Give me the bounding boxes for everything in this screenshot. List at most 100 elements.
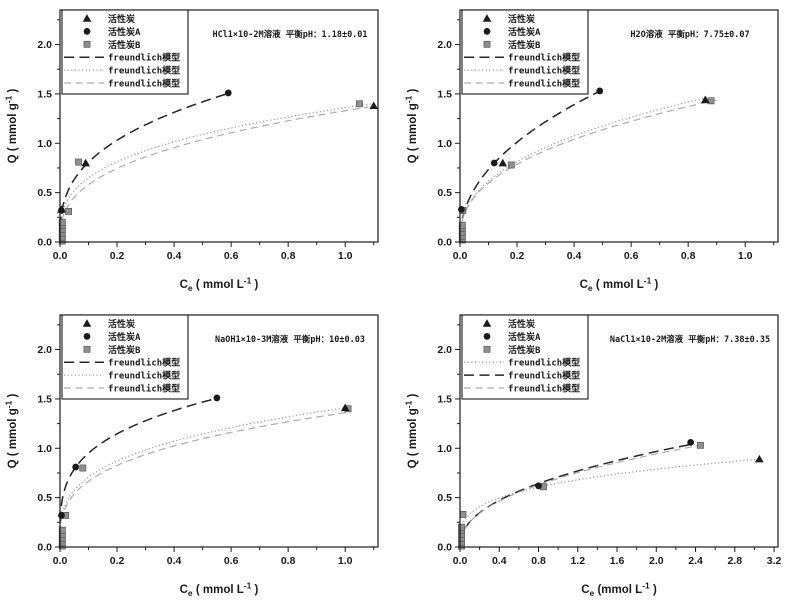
triangle-marker — [82, 14, 92, 22]
legend-box — [61, 314, 189, 400]
circle-marker — [83, 28, 91, 35]
x-tick-label: 0.0 — [453, 555, 468, 567]
triangle-marker — [57, 205, 66, 213]
legend-label: freundlich模型 — [508, 78, 580, 90]
chart-panel-naoh: 0.0 0.2 0.4 0.6 0.8 1.0 0.0 0.5 1.0 1.5 2.0 Ce ( mm… — [0, 305, 400, 610]
chart-panel-hcl: 0.0 0.2 0.4 0.6 0.8 1.0 0.0 0.5 1.0 1.5 2.0 Ce ( mm… — [0, 0, 400, 305]
circle-marker — [58, 512, 65, 519]
y-tick-label: 1.0 — [37, 443, 52, 455]
triangle-marker — [482, 319, 492, 327]
fit-curve-dotted — [59, 406, 352, 531]
y-tick-label: 1.5 — [437, 89, 452, 101]
x-axis-title: Ce ( mmol L-1 ) — [580, 276, 659, 294]
series-square — [58, 405, 352, 550]
plot-box — [459, 9, 779, 243]
plot-box — [59, 9, 379, 243]
legend-label: 活性炭A — [508, 26, 541, 38]
y-tick-label: 0.5 — [37, 492, 52, 504]
square-marker — [697, 441, 704, 449]
y-tick-label: 0.0 — [37, 542, 52, 554]
y-tick-label: 1.5 — [437, 394, 452, 406]
x-tick-label: 3.2 — [767, 555, 782, 567]
legend-label: freundlich模型 — [508, 357, 580, 369]
y-tick-label: 1.5 — [37, 89, 52, 101]
square-marker — [83, 345, 91, 353]
legend: 活性炭活性炭A活性炭Bfreundlich模型freundlich模型freun… — [461, 314, 589, 400]
legend-label: 活性炭A — [108, 331, 141, 343]
legend-box — [61, 9, 189, 95]
triangle-marker — [369, 101, 379, 110]
legend-label: freundlich模型 — [108, 52, 180, 64]
fit-curve-dash-gray — [459, 99, 717, 234]
legend-label: freundlich模型 — [508, 52, 580, 64]
circle-marker — [483, 28, 491, 35]
y-tick-label: 1.0 — [437, 138, 452, 150]
x-tick-label: 0.0 — [53, 555, 68, 567]
circle-marker — [535, 482, 542, 490]
chart-hcl-isotherm: 0.0 0.2 0.4 0.6 0.8 1.0 0.0 0.5 1.0 1.5 2.0 Ce ( mm… — [0, 0, 400, 305]
triangle-marker — [482, 14, 492, 22]
square-marker — [483, 40, 491, 48]
x-tick-label: 1.2 — [570, 555, 585, 567]
x-tick-label: 0.2 — [510, 250, 525, 262]
x-tick-label: 0.8 — [681, 250, 696, 262]
condition-annotation: NaOH1×10-3M溶液 平衡pH：10±0.03 — [215, 334, 365, 345]
triangle-marker — [82, 319, 92, 327]
legend-label: freundlich模型 — [108, 370, 180, 382]
chart-panel-nacl: 0.0 0.4 0.8 1.2 1.6 2.0 2.4 2.8 3.2 0.0 0.5 1.0 1.5 2… — [400, 305, 800, 610]
y-axis-title: Q ( mmol g-1 ) — [4, 394, 20, 469]
legend: 活性炭活性炭A活性炭Bfreundlich模型freundlich模型freun… — [61, 9, 189, 95]
y-tick-label: 0.0 — [437, 237, 452, 249]
legend-label: 活性炭 — [108, 13, 135, 25]
y-tick-label: 1.5 — [37, 394, 52, 406]
legend-label: 活性炭 — [508, 13, 535, 25]
legend-label: freundlich模型 — [108, 383, 180, 395]
square-marker — [458, 221, 466, 229]
x-tick-label: 0.6 — [224, 555, 239, 567]
x-tick-label: 0.4 — [567, 250, 582, 262]
y-tick-label: 0.0 — [437, 542, 452, 554]
y-tick-label: 1.0 — [437, 443, 452, 455]
circle-marker — [483, 333, 491, 340]
condition-annotation: NaCl1×10-2M溶液 平衡pH：7.38±0.35 — [610, 334, 770, 345]
x-tick-label: 2.4 — [688, 555, 703, 567]
x-axis-title: Ce ( mmol L-1 ) — [180, 581, 259, 599]
legend-label: freundlich模型 — [108, 78, 180, 90]
x-tick-label: 1.0 — [338, 555, 353, 567]
x-axis-title: Ce ( mmol L-1 ) — [180, 276, 259, 294]
x-tick-label: 0.4 — [167, 555, 182, 567]
tick-labels: 0.0 0.2 0.4 0.6 0.8 1.0 0.0 0.5 1.0 1.5 2.0 — [437, 39, 752, 262]
legend-box — [461, 314, 589, 400]
x-tick-label: 0.8 — [531, 555, 546, 567]
square-marker — [65, 207, 72, 215]
data-points — [57, 89, 379, 245]
fit-curves — [59, 397, 352, 533]
x-axis-title: Ce (mmol L-1 ) — [581, 581, 657, 599]
circle-marker — [213, 394, 221, 402]
tick-labels: 0.0 0.2 0.4 0.6 0.8 1.0 0.0 0.5 1.0 1.5 2.0 — [37, 39, 352, 262]
y-axis-title: Q ( mmol g-1 ) — [404, 394, 420, 469]
square-marker — [356, 100, 363, 108]
x-tick-label: 0.0 — [53, 250, 68, 262]
plot-box — [459, 314, 779, 548]
square-marker — [58, 526, 66, 534]
square-marker — [75, 158, 82, 166]
legend-label: freundlich模型 — [108, 65, 180, 77]
circle-marker — [596, 87, 604, 95]
square-marker — [79, 464, 87, 472]
x-tick-label: 0.8 — [281, 555, 296, 567]
y-tick-label: 2.0 — [437, 344, 452, 356]
triangle-marker — [498, 158, 508, 167]
plot-box — [59, 314, 379, 548]
y-tick-label: 2.0 — [437, 39, 452, 51]
data-points — [458, 87, 715, 244]
triangle-marker — [340, 403, 350, 412]
square-marker — [507, 161, 515, 169]
circle-marker — [490, 159, 498, 167]
legend-label: 活性炭B — [108, 344, 141, 356]
tick-labels: 0.0 0.2 0.4 0.6 0.8 1.0 0.0 0.5 1.0 1.5 2.0 — [37, 344, 352, 567]
legend-label: 活性炭 — [508, 318, 535, 330]
series-square — [58, 100, 363, 245]
chart-panel-h2o: 0.0 0.2 0.4 0.6 0.8 1.0 0.0 0.5 1.0 1.5 2.0 Ce ( mm… — [400, 0, 800, 305]
